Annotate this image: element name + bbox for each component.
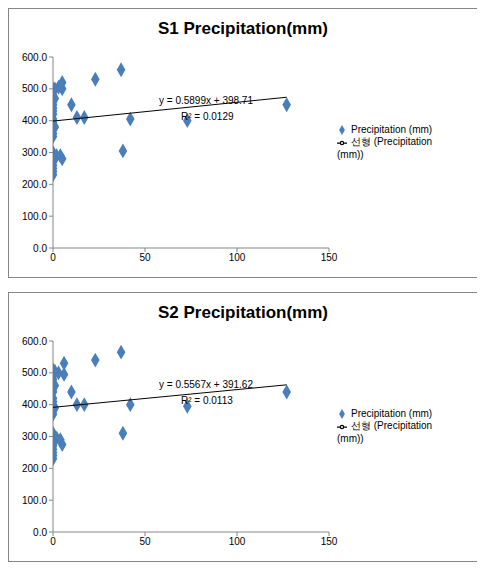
html-text:R² = 0.0113: R² = 0.0113 [181,395,233,406]
html-text:선형 (Precipitation (mm)): 선형 (Precipitation (mm)) [337,136,433,161]
html-text:S1 Precipitation(mm): S1 Precipitation(mm) [158,19,328,38]
svg-text:300.0: 300.0 [22,147,47,158]
svg-text:0.0: 0.0 [33,243,47,254]
svg-text:500.0: 500.0 [22,83,47,94]
svg-text:100.0: 100.0 [22,211,47,222]
svg-text:500.0: 500.0 [22,367,47,378]
html-text:y = 0.5567x + 391.62: y = 0.5567x + 391.62 [159,379,253,390]
svg-text:300.0: 300.0 [22,431,47,442]
svg-text:50: 50 [139,536,151,547]
svg-text:600.0: 600.0 [22,52,47,63]
html-text:Precipitation (mm): Precipitation (mm) [351,407,433,419]
svg-text:0: 0 [50,536,56,547]
html-text:Precipitation (mm): Precipitation (mm) [351,123,433,135]
html-text:R² = 0.0129: R² = 0.0129 [181,111,234,122]
svg-text:150: 150 [321,536,338,547]
svg-text:400.0: 400.0 [22,399,47,410]
svg-text:400.0: 400.0 [22,115,47,126]
svg-text:0: 0 [50,252,56,263]
svg-text:200.0: 200.0 [22,463,47,474]
svg-text:0.0: 0.0 [33,527,47,538]
svg-text:200.0: 200.0 [22,179,47,190]
svg-text:600.0: 600.0 [22,336,47,347]
svg-text:50: 50 [139,252,151,263]
svg-text:100.0: 100.0 [22,495,47,506]
html-text:S2 Precipitation(mm): S2 Precipitation(mm) [158,303,328,322]
svg-text:150: 150 [321,252,338,263]
html-text:y = 0.5899x + 398.71: y = 0.5899x + 398.71 [159,95,253,106]
html-text:선형 (Precipitation (mm)): 선형 (Precipitation (mm)) [337,420,433,445]
svg-text:100: 100 [229,252,246,263]
svg-text:100: 100 [229,536,246,547]
